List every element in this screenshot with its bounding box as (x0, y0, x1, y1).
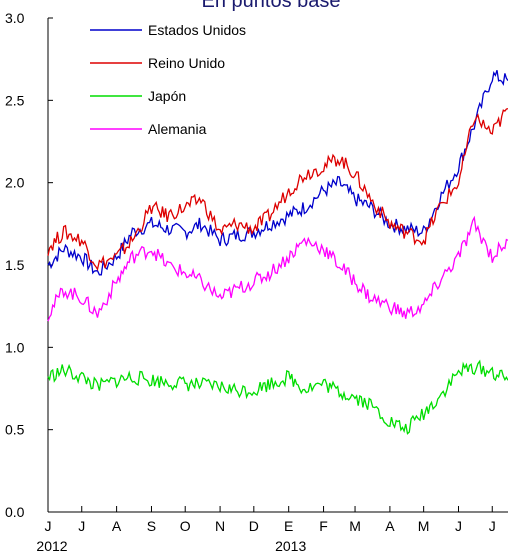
y-tick-label: 0.5 (5, 422, 25, 438)
x-tick-label: J (455, 518, 462, 534)
x-tick-label: J (78, 518, 85, 534)
legend-label: Japón (148, 88, 186, 104)
x-tick-label: D (249, 518, 259, 534)
series-line-alemania (47, 215, 508, 322)
y-tick-label: 2.0 (5, 175, 25, 191)
y-tick-label: 1.0 (5, 339, 25, 355)
series-line-reino-unido (47, 107, 508, 272)
chart-title: En puntos base (202, 0, 341, 12)
y-tick-label: 0.0 (5, 504, 25, 520)
x-tick-label: S (147, 518, 156, 534)
x-tick-label: O (180, 518, 191, 534)
legend-label: Reino Unido (148, 55, 225, 71)
x-tick-label: M (349, 518, 361, 534)
x-tick-label: A (112, 518, 122, 534)
series-line-japón (47, 359, 508, 435)
series-line-estados-unidos (47, 70, 508, 276)
legend: Estados Unidos Reino Unido Japón Alemania (90, 22, 246, 137)
y-tick-label: 3.0 (5, 10, 25, 26)
legend-label: Alemania (148, 121, 207, 137)
x-tick-label: J (45, 518, 52, 534)
x-tick-label: J (489, 518, 496, 534)
legend-label: Estados Unidos (148, 22, 246, 38)
year-label: 2013 (275, 538, 306, 554)
axes: 0.0 0.5 1.0 1.5 2.0 2.5 3.0 J J A S O N D E F M A M J J 2012 2… (5, 10, 508, 554)
year-label: 2012 (36, 538, 67, 554)
x-tick-label: A (385, 518, 395, 534)
y-tick-label: 1.5 (5, 257, 25, 273)
x-tick-label: E (284, 518, 293, 534)
series-group (47, 70, 508, 435)
x-tick-label: N (215, 518, 225, 534)
x-tick-label: M (418, 518, 430, 534)
y-tick-label: 2.5 (5, 92, 25, 108)
x-tick-label: F (319, 518, 328, 534)
